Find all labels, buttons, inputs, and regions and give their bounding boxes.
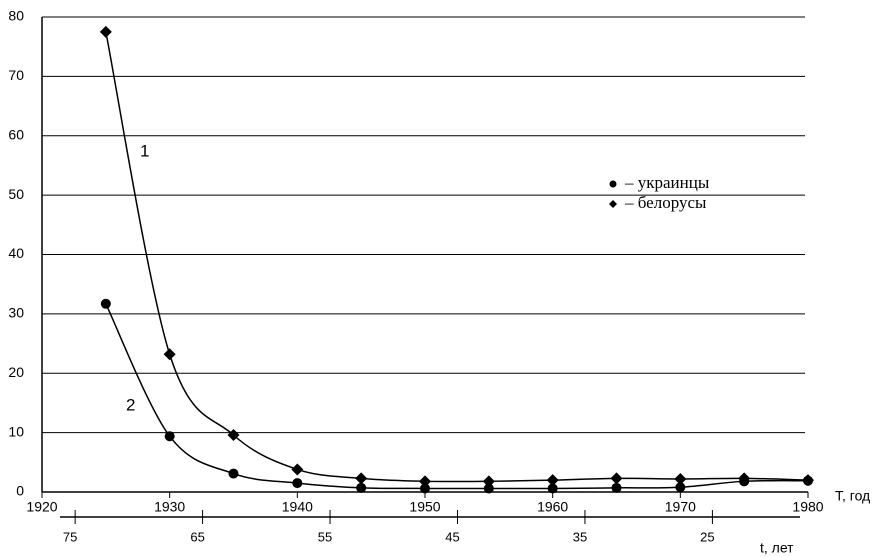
legend-label: – белорусы: [624, 193, 707, 212]
marker: [674, 472, 687, 485]
x2-tick-label: 75: [63, 529, 77, 544]
y-tick-label: 70: [8, 67, 24, 83]
x-tick-label: 1960: [537, 499, 568, 515]
y-tick-label: 80: [8, 8, 24, 24]
marker: [100, 298, 111, 309]
marker: [99, 25, 112, 38]
x2-axis-label: t, лет: [760, 540, 794, 556]
marker: [420, 483, 430, 494]
legend-label: – украинцы: [624, 173, 710, 192]
marker: [802, 474, 814, 487]
y-tick-label: 40: [8, 245, 24, 261]
x-tick-label: 1950: [409, 499, 440, 515]
marker: [419, 475, 431, 488]
x-tick-label: 1930: [154, 499, 185, 515]
legend-marker: [609, 200, 617, 208]
y-tick-label: 10: [8, 423, 24, 439]
x-tick-label: 1920: [26, 499, 57, 515]
marker: [675, 482, 686, 493]
marker: [738, 472, 751, 485]
series-line: [105, 303, 809, 490]
annotation: 1: [140, 141, 149, 160]
marker: [610, 472, 623, 485]
y-tick-label: 50: [8, 186, 24, 202]
marker: [163, 348, 176, 361]
marker: [291, 463, 304, 476]
y-tick-label: 20: [8, 364, 24, 380]
legend-marker: [609, 180, 617, 188]
x2-tick-label: 25: [700, 529, 714, 544]
x-tick-label: 1940: [282, 499, 313, 515]
marker: [482, 475, 495, 488]
x2-tick-label: 55: [318, 529, 332, 544]
marker: [227, 429, 240, 441]
marker: [611, 482, 622, 493]
x2-tick-label: 45: [445, 529, 459, 544]
marker: [356, 482, 367, 493]
y-tick-label: 0: [16, 483, 24, 499]
y-tick-label: 60: [8, 126, 24, 142]
x2-tick-label: 35: [573, 529, 587, 544]
marker: [546, 474, 559, 487]
x2-tick-label: 65: [190, 529, 204, 544]
marker: [292, 478, 303, 489]
marker: [164, 431, 175, 442]
x-tick-label: 1970: [665, 499, 696, 515]
x-axis-label: T, год: [835, 488, 870, 504]
annotation: 2: [126, 395, 135, 414]
marker: [483, 483, 494, 494]
marker: [547, 483, 558, 494]
marker: [355, 472, 368, 485]
marker: [228, 468, 239, 479]
series-line: [105, 31, 809, 483]
x-tick-label: 1980: [792, 499, 823, 515]
y-tick-label: 30: [8, 305, 24, 321]
